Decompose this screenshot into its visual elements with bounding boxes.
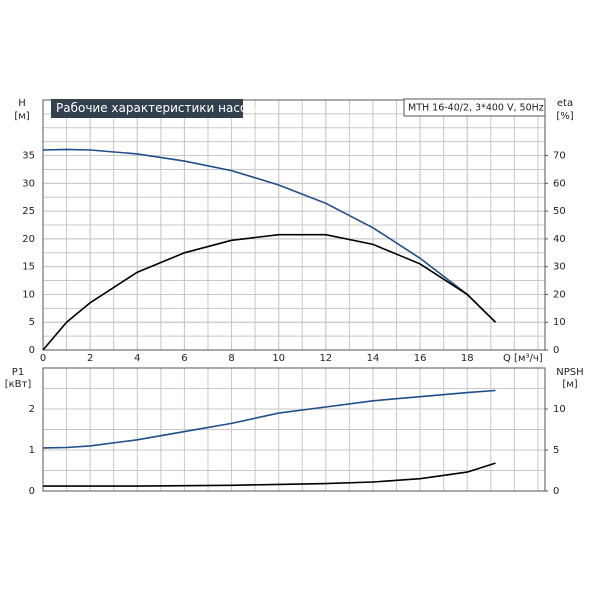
- x-tick-label: 4: [134, 353, 140, 364]
- plot-frame: [42, 99, 546, 351]
- curve: [42, 148, 497, 323]
- x-tick-label: 12: [319, 353, 332, 364]
- y-tick-label: 20: [22, 234, 35, 245]
- y2-tick-label: 0: [553, 345, 559, 356]
- y2-unit: [%]: [556, 111, 573, 122]
- y-tick-label: 5: [29, 317, 35, 328]
- x-tick-label: 6: [181, 353, 187, 364]
- y2-tick-label: 60: [553, 178, 566, 189]
- y-tick-label: 30: [22, 178, 35, 189]
- x-label: Q [м³/ч]: [503, 353, 543, 364]
- y2-tick-label: 5: [553, 445, 559, 456]
- y2-tick-label: 40: [553, 234, 566, 245]
- y-tick-label: 25: [22, 206, 35, 217]
- x-tick-label: 2: [87, 353, 93, 364]
- y-tick-label: 35: [22, 151, 35, 162]
- curve: [42, 233, 497, 351]
- y2-label: eta: [557, 98, 573, 109]
- x-tick-label: 10: [272, 353, 285, 364]
- y-tick-label: 1: [29, 445, 35, 456]
- curve: [42, 389, 496, 449]
- y2-label: NPSH: [556, 367, 583, 378]
- y2-tick-label: 30: [553, 262, 566, 273]
- y2-tick-label: 10: [553, 404, 566, 415]
- y2-unit: [м]: [562, 379, 577, 390]
- x-tick-label: 18: [461, 353, 474, 364]
- y-tick-label: 0: [29, 486, 35, 497]
- x-tick-label: 16: [414, 353, 427, 364]
- plots: 0 2 4 6 8 10 12 14 16 180510152025303501020304050…: [22, 99, 566, 497]
- y-unit: [м]: [14, 111, 29, 122]
- y2-tick-label: 10: [553, 317, 566, 328]
- subtitle-box: [403, 98, 546, 117]
- y-tick-label: 10: [22, 289, 35, 300]
- subtitle: MTH 16-40/2, 3*400 V, 50Hz: [408, 103, 544, 114]
- y2-tick-label: 70: [553, 151, 566, 162]
- plot-frame: [42, 367, 546, 492]
- y2-tick-label: 50: [553, 206, 566, 217]
- x-tick-label: 0: [40, 353, 46, 364]
- y-tick-label: 15: [22, 262, 35, 273]
- title-box: [51, 99, 243, 118]
- curve: [43, 462, 496, 487]
- y2-tick-label: 20: [553, 289, 566, 300]
- y-tick-label: 2: [29, 404, 35, 415]
- x-tick-label: 14: [367, 353, 380, 364]
- chart-title: Рабочие характеристики насоса: [56, 101, 261, 115]
- y-unit: [кВт]: [5, 379, 32, 390]
- y2-tick-label: 0: [553, 486, 559, 497]
- x-tick-label: 8: [228, 353, 234, 364]
- y-label: P1: [12, 367, 24, 378]
- y-tick-label: 0: [29, 345, 35, 356]
- y-label: H: [18, 98, 26, 109]
